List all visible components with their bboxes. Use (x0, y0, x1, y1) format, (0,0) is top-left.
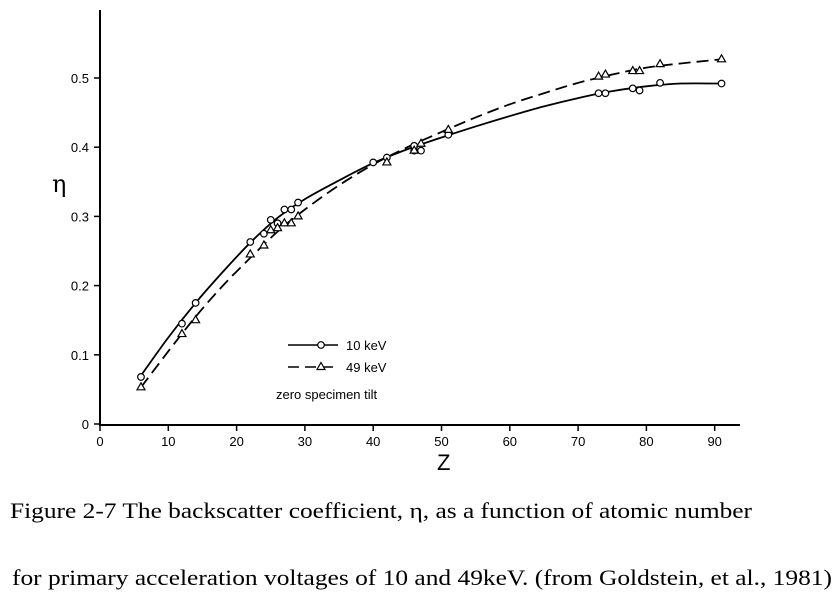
series-line-49-kev (140, 58, 722, 388)
caption-eta: η (409, 498, 422, 523)
data-point-circle (191, 299, 200, 307)
data-point-circle (635, 86, 644, 95)
x-tick-label: 0 (96, 434, 103, 449)
y-tick-label: 0.4 (71, 140, 89, 155)
data-point-triangle (293, 210, 304, 220)
annotation-zero-tilt: zero specimen tilt (276, 387, 378, 402)
y-tick-label: 0.2 (71, 279, 89, 294)
data-point-circle (628, 84, 637, 93)
data-point-circle (656, 78, 664, 87)
series-line-10-kev (140, 82, 722, 377)
data-point-circle (294, 198, 302, 207)
x-tick-label: 30 (298, 434, 312, 449)
data-point-circle (369, 158, 378, 167)
data-point-circle (260, 229, 268, 238)
data-point-triangle (600, 68, 611, 78)
data-point-triangle (634, 65, 645, 75)
x-tick-label: 90 (707, 434, 721, 449)
x-tick-label: 60 (503, 434, 517, 449)
data-point-triangle (135, 381, 147, 391)
data-point-triangle (443, 124, 454, 133)
data-point-triangle (655, 58, 666, 68)
data-point-triangle (716, 53, 727, 63)
y-tick-label: 0.3 (71, 209, 89, 224)
figure-caption: Figure 2-7 The backscatter coefficient, … (10, 498, 832, 590)
data-point-triangle (258, 239, 269, 249)
legend: 10 keV 49 keV zero specimen tilt (276, 338, 387, 402)
data-point-circle (266, 215, 275, 224)
data-point-circle (280, 205, 289, 214)
data-point-circle (178, 319, 186, 328)
data-point-triangle (190, 314, 201, 324)
data-point-circle (246, 238, 255, 246)
x-tick-label: 50 (434, 434, 448, 449)
data-point-triangle (409, 144, 420, 154)
x-tick-label: 20 (229, 434, 243, 449)
data-point-triangle (627, 65, 638, 75)
axes (99, 10, 740, 426)
x-axis-label: Z (437, 450, 450, 475)
x-tick-label: 40 (366, 434, 380, 449)
legend-marker-triangle (315, 361, 327, 371)
data-point-triangle (176, 328, 187, 338)
legend-marker-circle (317, 341, 325, 349)
data-point-circle (717, 79, 726, 88)
data-point-circle (601, 89, 610, 98)
data-point-triangle (286, 217, 297, 227)
legend-label-49kev: 49 keV (346, 360, 387, 375)
y-tick-label: 0.1 (71, 348, 89, 363)
x-tick-label: 70 (571, 434, 585, 449)
y-axis-label: η (52, 170, 66, 198)
data-point-circle (287, 205, 296, 214)
data-point-circle (417, 146, 425, 155)
data-point-triangle (245, 248, 256, 258)
caption-line-1: Figure 2-7 The backscatter coefficient, … (10, 498, 753, 523)
y-tick-label: 0.5 (71, 71, 89, 86)
x-tick-label: 80 (639, 434, 653, 449)
data-point-circle (137, 373, 145, 381)
caption-text-a: Figure 2-7 The backscatter coefficient, (10, 498, 409, 523)
y-tick-label: 0 (82, 417, 89, 432)
data-point-triangle (279, 217, 290, 227)
data-point-triangle (415, 138, 427, 147)
data-point-triangle (272, 222, 283, 232)
caption-line-2: for primary acceleration voltages of 10 … (12, 565, 832, 590)
data-point-circle (594, 89, 603, 98)
caption-text-b: , as a function of atomic number (423, 498, 753, 523)
x-tick-label: 10 (161, 434, 175, 449)
legend-label-10kev: 10 keV (346, 338, 387, 353)
data-point-triangle (381, 156, 392, 166)
data-point-triangle (593, 70, 604, 80)
